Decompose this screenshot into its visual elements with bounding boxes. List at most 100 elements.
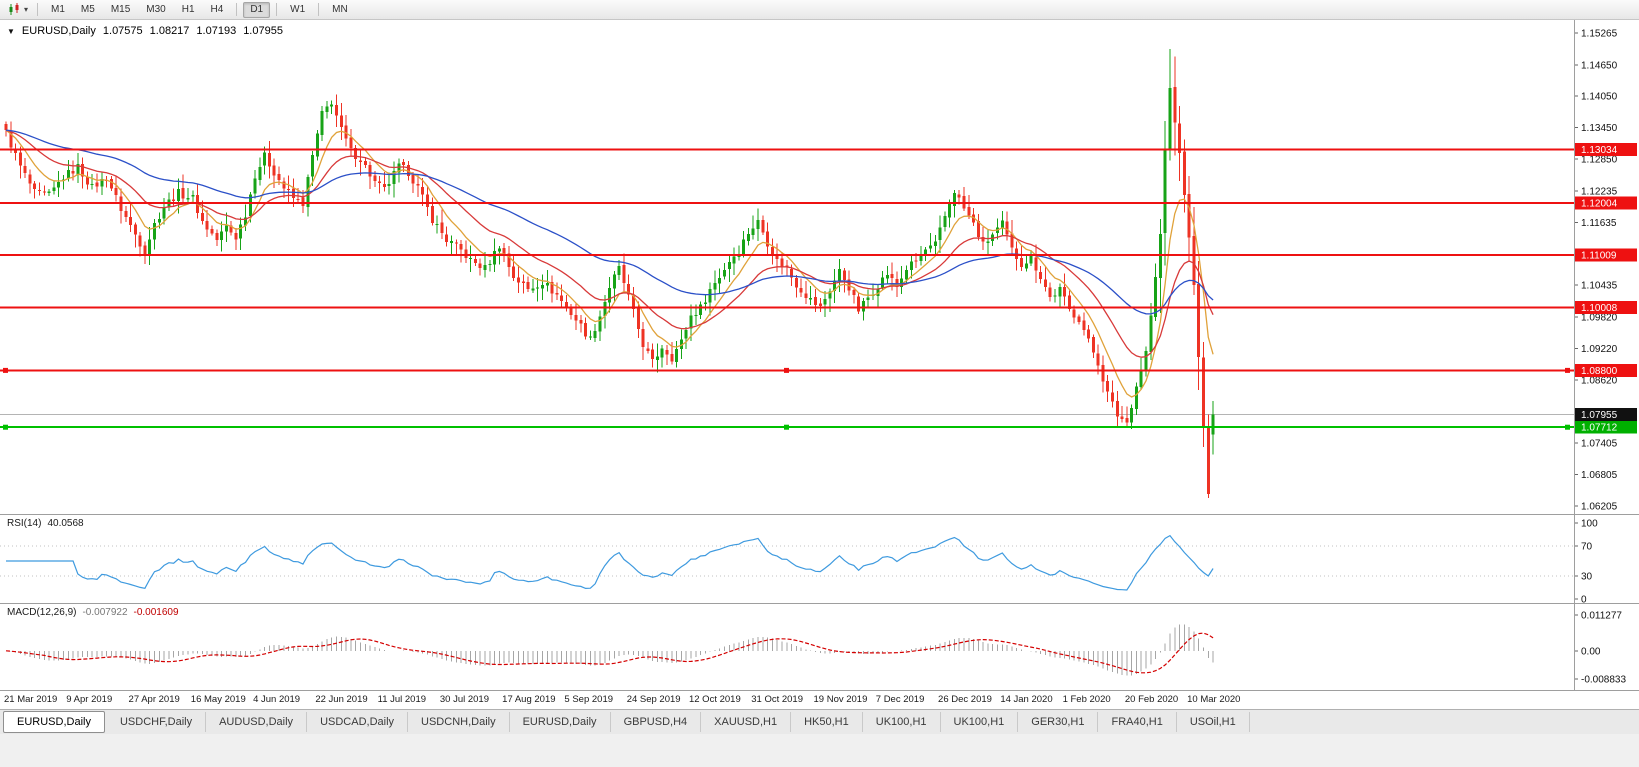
time-axis-label: 26 Dec 2019 (938, 694, 992, 705)
price-axis-label: 1.10435 (1581, 281, 1618, 292)
time-axis-label: 21 Mar 2019 (4, 694, 58, 705)
timeframe-button-m15[interactable]: M15 (104, 2, 137, 18)
svg-text:1.12004: 1.12004 (1581, 199, 1618, 210)
price-axis-label: 1.08620 (1581, 375, 1618, 386)
resistance-price-tag: 1.12004 (1575, 196, 1637, 210)
time-axis-label: 1 Feb 2020 (1062, 694, 1111, 705)
rsi-axis-label: 70 (1581, 541, 1593, 552)
time-axis-label: 20 Feb 2020 (1124, 694, 1179, 705)
price-axis-label: 1.09220 (1581, 344, 1618, 355)
rsi-indicator-pane[interactable]: 100 70 30 0 RSI(14) 40.0568 (0, 514, 1639, 603)
chart-tab-gbpusd-h4[interactable]: GBPUSD,H4 (611, 712, 702, 732)
price-axis-label: 1.06805 (1581, 470, 1618, 481)
macd-histogram (10, 624, 1214, 676)
line-drag-handle[interactable] (3, 424, 8, 430)
price-axis-label: 1.14650 (1581, 60, 1618, 71)
line-drag-handle[interactable] (3, 367, 8, 373)
ohlc-high: 1.08217 (149, 25, 190, 37)
timeframe-buttons: M1 M5 M15 M30 H1 H4 D1 W1 MN (43, 1, 356, 18)
macd-signal-line (5, 632, 1214, 674)
timeframe-button-d1[interactable]: D1 (243, 1, 271, 18)
chart-tab-eurusd-daily[interactable]: EURUSD,Daily (3, 711, 105, 733)
price-axis-label: 1.13450 (1581, 123, 1618, 134)
candlestick-chart-icon (9, 3, 19, 15)
price-axis-label: 1.15265 (1581, 28, 1618, 39)
chart-tab-ger30-h1[interactable]: GER30,H1 (1018, 712, 1099, 732)
macd-axis-label: -0.008833 (1581, 674, 1626, 685)
price-chart[interactable]: 1.15265 1.14650 1.14050 1.13450 1.12850 1.122… (0, 20, 1639, 514)
timeframe-button-w1[interactable]: W1 (283, 2, 312, 18)
chart-tab-uk100-h1[interactable]: UK100,H1 (941, 712, 1019, 732)
timeframe-button-mn[interactable]: MN (325, 2, 355, 18)
time-axis: 21 Mar 2019 9 Apr 2019 27 Apr 2019 16 May 2… (0, 690, 1639, 709)
chart-tab-hk50-h1[interactable]: HK50,H1 (791, 712, 863, 732)
ma-line-medium (5, 129, 1214, 358)
time-axis-label: 12 Oct 2019 (688, 694, 741, 705)
price-axis-label: 1.14050 (1581, 92, 1618, 103)
time-axis-label: 10 Mar 2020 (1187, 694, 1241, 705)
symbol-period-label: EURUSD,Daily (21, 25, 96, 37)
timeframe-toolbar: ▾ M1 M5 M15 M30 H1 H4 D1 W1 MN (0, 0, 1639, 20)
macd-plot: 0.011277 0.00 -0.008833 (5, 604, 1626, 690)
line-drag-handle[interactable] (1565, 367, 1570, 373)
support-price-tag: 1.07712 (1575, 420, 1637, 434)
svg-text:1.07712: 1.07712 (1581, 423, 1618, 434)
timeframe-button-h4[interactable]: H4 (204, 2, 231, 18)
price-axis-label: 1.11635 (1581, 218, 1617, 229)
time-axis-label: 22 Jun 2019 (315, 694, 368, 705)
time-axis-label: 4 Jun 2019 (253, 694, 301, 705)
timeframe-button-m30[interactable]: M30 (139, 2, 172, 18)
time-axis-label: 24 Sep 2019 (626, 694, 681, 705)
svg-text:1.13034: 1.13034 (1581, 145, 1618, 156)
time-axis-label: 19 Nov 2019 (813, 694, 868, 705)
svg-text:1.07955: 1.07955 (1581, 410, 1618, 421)
price-axis-label: 1.12850 (1581, 154, 1618, 165)
status-bar-area (0, 734, 1639, 767)
current-price-tag: 1.07955 (1575, 408, 1637, 421)
rsi-axis-label: 30 (1581, 572, 1593, 583)
timeframe-button-m1[interactable]: M1 (44, 2, 72, 18)
chart-tab-usdcad-daily[interactable]: USDCAD,Daily (307, 712, 409, 732)
chart-tab-audusd-daily[interactable]: AUDUSD,Daily (206, 712, 308, 732)
macd-axis-label: 0.011277 (1581, 610, 1622, 621)
resistance-price-tag: 1.10008 (1575, 300, 1637, 314)
macd-indicator-pane[interactable]: 0.011277 0.00 -0.008833 MACD(12,26,9) -0.0… (0, 603, 1639, 690)
chart-tab-xauusd-h1[interactable]: XAUUSD,H1 (701, 712, 792, 732)
candlestick-series (4, 49, 1215, 498)
line-drag-handle[interactable] (784, 424, 789, 430)
time-axis-label: 7 Dec 2019 (875, 694, 925, 705)
chart-tab-fra40-h1[interactable]: FRA40,H1 (1098, 712, 1177, 732)
time-axis-label: 31 Oct 2019 (751, 694, 803, 705)
chart-tab-usdchf-daily[interactable]: USDCHF,Daily (107, 712, 207, 732)
chart-tab-usoil-h1[interactable]: USOil,H1 (1177, 712, 1250, 732)
chart-tab-bar: EURUSD,Daily USDCHF,Daily AUDUSD,Daily USDC… (0, 709, 1639, 734)
toolbar-separator (318, 3, 320, 16)
chart-tab-eurusd-daily[interactable]: EURUSD,Daily (510, 712, 611, 732)
macd-signal-value: -0.001609 (133, 607, 179, 618)
macd-axis-label: 0.00 (1581, 646, 1601, 657)
timeframe-button-m5[interactable]: M5 (74, 2, 102, 18)
chart-tab-uk100-h1[interactable]: UK100,H1 (863, 712, 941, 732)
ohlc-low: 1.07193 (196, 25, 237, 37)
price-axis-label: 1.12235 (1581, 187, 1618, 198)
macd-name: MACD(12,26,9) (7, 607, 77, 618)
macd-label: MACD(12,26,9) -0.007922 -0.001609 (7, 607, 179, 618)
time-axis-label: 16 May 2019 (190, 694, 246, 705)
time-axis-label: 30 Jul 2019 (439, 694, 489, 705)
main-chart-pane[interactable]: 1.15265 1.14650 1.14050 1.13450 1.12850 1.122… (0, 20, 1639, 514)
macd-main-value: -0.007922 (82, 607, 128, 618)
rsi-name: RSI(14) (7, 518, 42, 529)
chart-type-button[interactable]: ▾ (4, 2, 32, 18)
toolbar-separator (37, 3, 39, 16)
svg-text:1.11009: 1.11009 (1581, 251, 1617, 262)
toolbar-separator (236, 3, 238, 16)
price-axis-label: 1.07405 (1581, 439, 1618, 450)
timeframe-button-h1[interactable]: H1 (175, 2, 202, 18)
chart-tab-usdcnh-daily[interactable]: USDCNH,Daily (408, 712, 510, 732)
ohlc-close: 1.07955 (243, 25, 283, 37)
line-drag-handle[interactable] (784, 367, 789, 373)
price-axis-label: 1.06205 (1581, 501, 1618, 512)
line-drag-handle[interactable] (1565, 424, 1570, 430)
collapse-icon[interactable]: ▼ (7, 26, 15, 36)
